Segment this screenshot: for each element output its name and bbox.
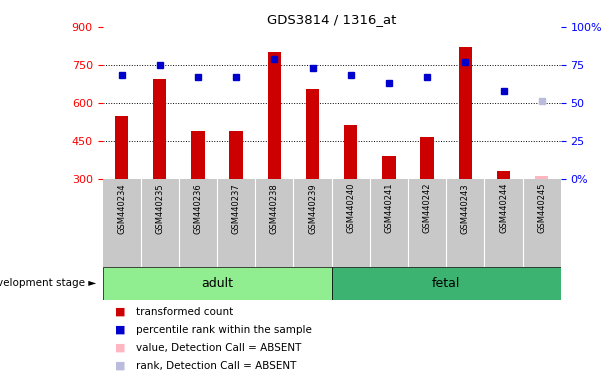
Bar bbox=[344, 126, 358, 179]
Text: GSM440241: GSM440241 bbox=[385, 183, 393, 233]
Bar bbox=[420, 137, 434, 179]
Text: GSM440238: GSM440238 bbox=[270, 183, 279, 234]
Text: fetal: fetal bbox=[432, 277, 461, 290]
Text: GSM440234: GSM440234 bbox=[117, 183, 126, 233]
Text: GSM440237: GSM440237 bbox=[232, 183, 241, 234]
Text: GSM440243: GSM440243 bbox=[461, 183, 470, 233]
Text: ■: ■ bbox=[115, 325, 125, 335]
Text: percentile rank within the sample: percentile rank within the sample bbox=[136, 325, 312, 335]
Bar bbox=[103, 267, 332, 300]
Text: ■: ■ bbox=[115, 307, 125, 317]
Text: ■: ■ bbox=[115, 343, 125, 353]
Bar bbox=[230, 131, 243, 179]
Bar bbox=[382, 156, 396, 179]
Text: transformed count: transformed count bbox=[136, 307, 233, 317]
Text: GSM440235: GSM440235 bbox=[156, 183, 164, 233]
Bar bbox=[191, 131, 204, 179]
Text: development stage ►: development stage ► bbox=[0, 278, 96, 288]
Text: GSM440239: GSM440239 bbox=[308, 183, 317, 233]
Text: adult: adult bbox=[201, 277, 233, 290]
Bar bbox=[115, 116, 128, 179]
Bar bbox=[459, 47, 472, 179]
Bar bbox=[497, 171, 510, 179]
Text: GSM440244: GSM440244 bbox=[499, 183, 508, 233]
Text: GSM440236: GSM440236 bbox=[194, 183, 203, 234]
Bar bbox=[268, 52, 281, 179]
Title: GDS3814 / 1316_at: GDS3814 / 1316_at bbox=[267, 13, 396, 26]
Text: GSM440245: GSM440245 bbox=[537, 183, 546, 233]
Text: ■: ■ bbox=[115, 361, 125, 371]
Text: GSM440240: GSM440240 bbox=[346, 183, 355, 233]
Text: value, Detection Call = ABSENT: value, Detection Call = ABSENT bbox=[136, 343, 301, 353]
Text: rank, Detection Call = ABSENT: rank, Detection Call = ABSENT bbox=[136, 361, 296, 371]
Bar bbox=[306, 89, 319, 179]
Bar bbox=[153, 79, 166, 179]
Bar bbox=[535, 176, 548, 179]
Bar bbox=[332, 267, 561, 300]
Text: GSM440242: GSM440242 bbox=[423, 183, 432, 233]
